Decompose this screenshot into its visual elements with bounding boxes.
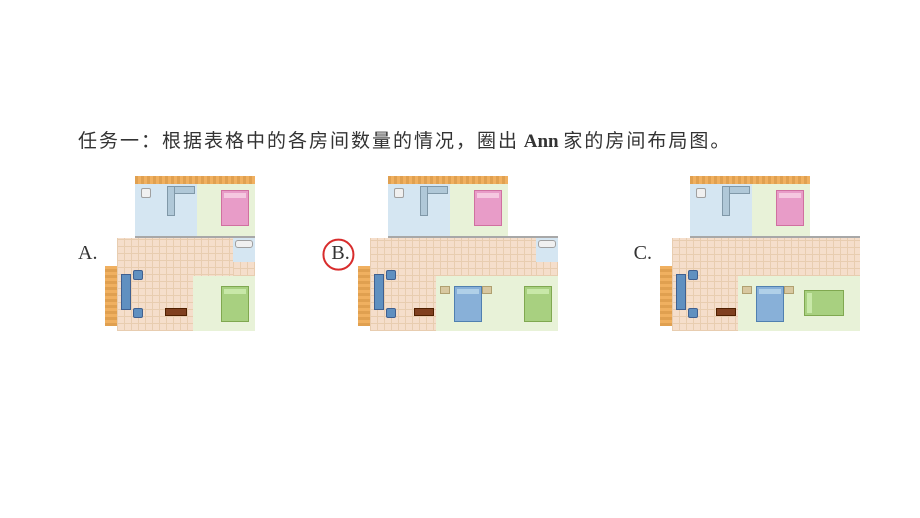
bed-icon [221,286,249,322]
counter-icon [722,186,730,216]
balcony-icon [690,176,810,184]
option-label-c: C. [634,242,652,265]
chair-icon [386,270,396,280]
question-prefix: 任务一：根据表格中的各房间数量的情况，圈出 [78,131,519,152]
bedroom-icon [450,184,508,236]
option-label-a: A. [78,242,97,265]
chair-icon [688,270,698,280]
floorplan-b [358,176,558,331]
floorplan-c [660,176,860,331]
bedroom-icon [752,184,810,236]
bedroom-icon [496,276,558,331]
floorplan-a [105,176,255,331]
toilet-icon [141,188,151,198]
nightstand-icon [742,286,752,294]
tub-icon [538,240,556,248]
bathroom-icon [135,184,165,236]
balcony-icon [358,266,370,326]
counter-icon [167,186,175,216]
living-room-icon [672,238,860,276]
nightstand-icon [440,286,450,294]
tv-icon [716,308,736,316]
bathroom-icon [233,238,255,262]
question-text: 任务一：根据表格中的各房间数量的情况，圈出 Ann 家的房间布局图。 [78,126,731,153]
bedroom-icon [436,276,496,331]
nightstand-icon [482,286,492,294]
bed-icon [776,190,804,226]
hallway-icon [536,262,558,276]
question-bold: Ann [519,131,563,152]
bed-icon [221,190,249,226]
balcony-icon [660,266,672,326]
bedroom-icon [193,276,255,331]
sofa-icon [121,274,131,310]
sofa-icon [374,274,384,310]
tv-icon [414,308,434,316]
bedroom-icon [738,276,798,331]
bedroom-icon [798,276,860,331]
sofa-icon [676,274,686,310]
balcony-icon [105,266,117,326]
bed-icon [756,286,784,322]
nightstand-icon [784,286,794,294]
toilet-icon [696,188,706,198]
option-c[interactable]: C. [634,176,860,331]
chair-icon [688,308,698,318]
bed-icon [524,286,552,322]
kitchen-icon [720,184,752,236]
counter-icon [420,186,428,216]
bathroom-icon [388,184,418,236]
question-suffix: 家的房间布局图。 [563,131,731,152]
bed-icon [454,286,482,322]
bed-icon [804,290,844,316]
options-row: A. [78,176,860,331]
option-b[interactable]: B. [331,176,557,331]
kitchen-icon [165,184,197,236]
bedroom-icon [197,184,255,236]
option-a[interactable]: A. [78,176,255,331]
chair-icon [386,308,396,318]
toilet-icon [394,188,404,198]
chair-icon [133,308,143,318]
tv-icon [165,308,187,316]
bed-icon [474,190,502,226]
bathroom-icon [690,184,720,236]
balcony-icon [135,176,255,184]
balcony-icon [388,176,508,184]
chair-icon [133,270,143,280]
bathroom-icon [536,238,558,262]
kitchen-icon [418,184,450,236]
option-label-b: B. [331,242,349,265]
hallway-icon [233,262,255,276]
tub-icon [235,240,253,248]
